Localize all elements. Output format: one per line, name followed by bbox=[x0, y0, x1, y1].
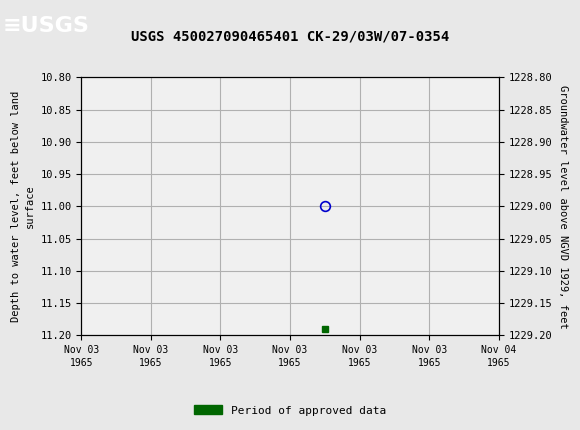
Legend: Period of approved data: Period of approved data bbox=[190, 401, 390, 420]
Text: USGS 450027090465401 CK-29/03W/07-0354: USGS 450027090465401 CK-29/03W/07-0354 bbox=[131, 29, 449, 43]
Text: ≡USGS: ≡USGS bbox=[3, 16, 90, 36]
Y-axis label: Depth to water level, feet below land
surface: Depth to water level, feet below land su… bbox=[12, 91, 35, 322]
Y-axis label: Groundwater level above NGVD 1929, feet: Groundwater level above NGVD 1929, feet bbox=[558, 85, 568, 328]
